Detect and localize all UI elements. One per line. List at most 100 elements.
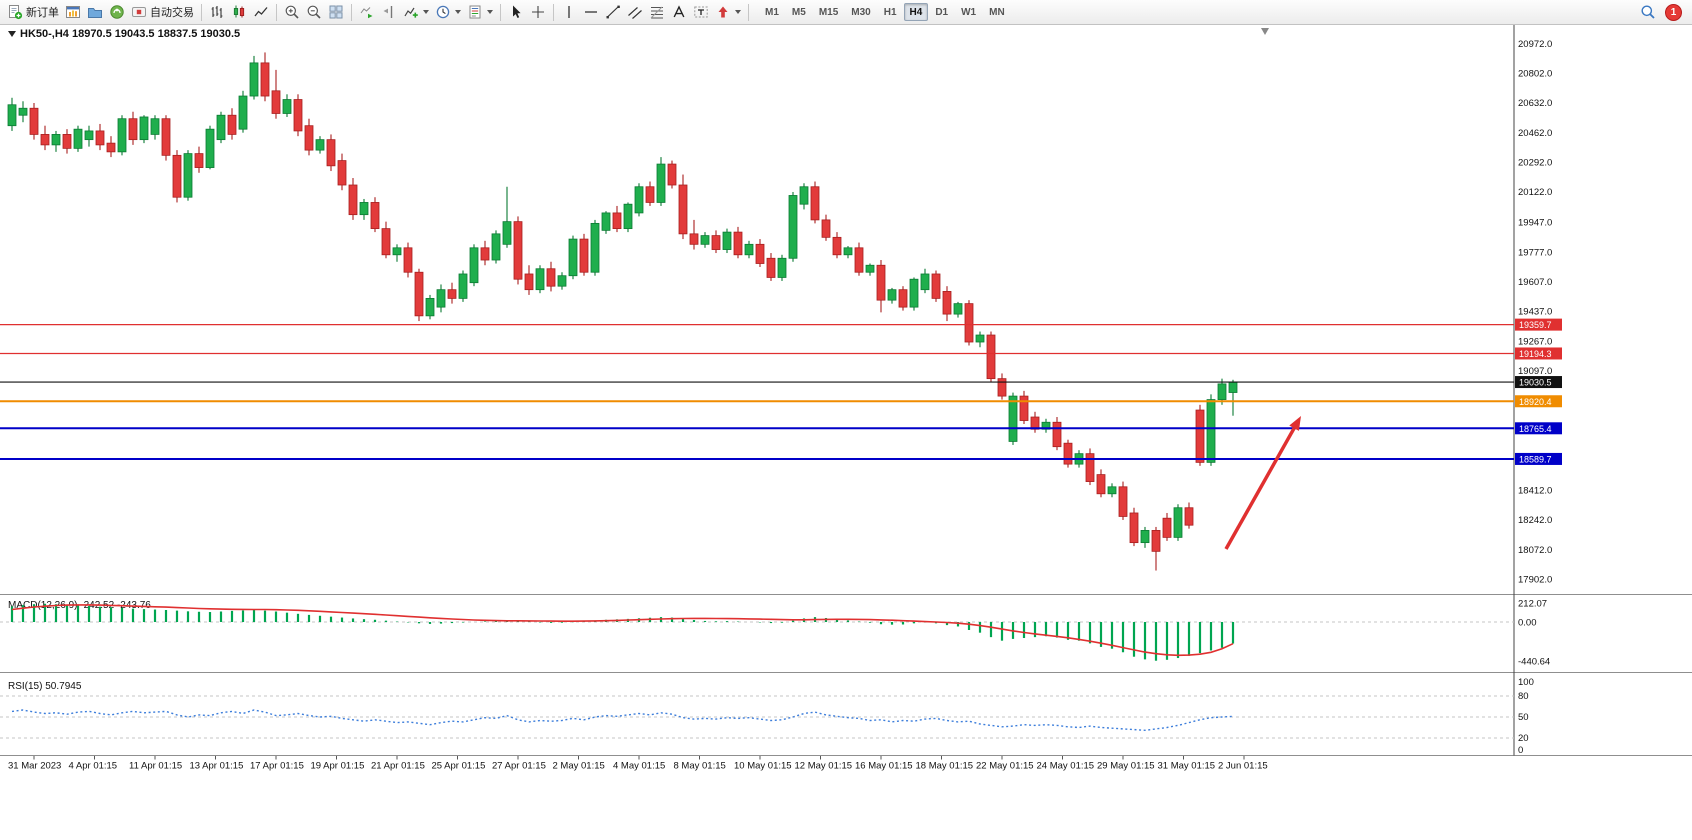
candle-bull bbox=[887, 289, 897, 301]
timeframe-button-m15[interactable]: M15 bbox=[813, 3, 844, 21]
time-tick-label: 10 May 01:15 bbox=[734, 761, 792, 772]
candle-bear bbox=[766, 257, 776, 278]
candle-bear bbox=[711, 235, 721, 250]
candle-bear bbox=[480, 247, 490, 261]
community-button[interactable] bbox=[106, 2, 128, 22]
timeframe-button-h4[interactable]: H4 bbox=[903, 3, 929, 21]
periods-button[interactable] bbox=[432, 2, 464, 22]
zoom-out-icon bbox=[307, 5, 321, 19]
candle-bull bbox=[139, 116, 149, 141]
price-tag-label: 18589.7 bbox=[1519, 454, 1552, 464]
candle-bull bbox=[777, 257, 787, 278]
candle-bull bbox=[722, 231, 732, 250]
time-tick-label: 31 May 01:15 bbox=[1158, 761, 1216, 772]
toolbar-separator bbox=[201, 3, 202, 21]
text-label-tool-button[interactable] bbox=[690, 2, 712, 22]
new-order-label: 新订单 bbox=[26, 7, 59, 19]
timeframe-button-m30[interactable]: M30 bbox=[845, 3, 876, 21]
candle-bull bbox=[788, 195, 798, 259]
candle-bear bbox=[678, 184, 688, 235]
time-tick-label: 12 May 01:15 bbox=[795, 761, 853, 772]
candle-bear bbox=[271, 90, 281, 114]
toolbar-separator bbox=[500, 3, 501, 21]
trend-arrow-head[interactable] bbox=[1289, 416, 1301, 431]
price-tick-label: 18412.0 bbox=[1518, 485, 1552, 496]
line-chart-button[interactable] bbox=[250, 2, 272, 22]
candle-bull bbox=[843, 247, 853, 256]
price-tick-label: 18072.0 bbox=[1518, 545, 1552, 556]
horizontal-line-tool-button[interactable] bbox=[580, 2, 602, 22]
rsi-tick-label: 80 bbox=[1518, 691, 1529, 702]
candle-bear bbox=[381, 228, 391, 256]
cursor-button[interactable] bbox=[505, 2, 527, 22]
candle-bear bbox=[810, 186, 820, 221]
candle-bear bbox=[1085, 453, 1095, 482]
candle-bull bbox=[1140, 530, 1150, 544]
dropdown-arrow-icon bbox=[455, 10, 461, 14]
price-tag-label: 19030.5 bbox=[1519, 378, 1552, 388]
price-tick-label: 19777.0 bbox=[1518, 247, 1552, 258]
candle-bear bbox=[524, 273, 534, 291]
candle-bear bbox=[62, 134, 72, 149]
tile-windows-button[interactable] bbox=[325, 2, 347, 22]
price-tick-label: 19097.0 bbox=[1518, 366, 1552, 377]
bar-chart-button[interactable] bbox=[206, 2, 228, 22]
channel-tool-button[interactable] bbox=[624, 2, 646, 22]
candle-bear bbox=[403, 247, 413, 273]
text-tool-button[interactable] bbox=[668, 2, 690, 22]
timeframe-button-d1[interactable]: D1 bbox=[929, 3, 954, 21]
arrows-tool-button[interactable] bbox=[712, 2, 744, 22]
candle-bull bbox=[183, 153, 193, 198]
toolbar-separator bbox=[748, 3, 749, 21]
candle-bear bbox=[128, 118, 138, 141]
timeframe-button-m5[interactable]: M5 bbox=[786, 3, 812, 21]
indicators-button[interactable] bbox=[400, 2, 432, 22]
time-tick-label: 13 Apr 01:15 bbox=[190, 761, 244, 772]
candle-bull bbox=[491, 233, 501, 261]
profiles-button[interactable] bbox=[84, 2, 106, 22]
candlestick-chart-button[interactable] bbox=[228, 2, 250, 22]
fibonacci-tool-button[interactable] bbox=[646, 2, 668, 22]
price-tag bbox=[1515, 318, 1562, 331]
candle-bear bbox=[689, 233, 699, 245]
timeframe-button-w1[interactable]: W1 bbox=[955, 3, 982, 21]
dropdown-arrow-icon bbox=[487, 10, 493, 14]
auto-scroll-button[interactable] bbox=[356, 2, 378, 22]
time-tick-label: 17 Apr 01:15 bbox=[250, 761, 304, 772]
auto-trading-button[interactable]: 自动交易 bbox=[128, 2, 197, 22]
candle-bear bbox=[513, 221, 523, 280]
zoom-out-button[interactable] bbox=[303, 2, 325, 22]
timeframe-button-h1[interactable]: H1 bbox=[878, 3, 903, 21]
timeframe-button-mn[interactable]: MN bbox=[983, 3, 1011, 21]
crosshair-button[interactable] bbox=[527, 2, 549, 22]
search-button[interactable] bbox=[1637, 2, 1659, 22]
templates-button[interactable] bbox=[464, 2, 496, 22]
zoom-in-button[interactable] bbox=[281, 2, 303, 22]
auto-trading-icon bbox=[132, 7, 146, 17]
candle-bear bbox=[876, 264, 886, 301]
candle-bull bbox=[535, 268, 545, 291]
profiles-folder-icon bbox=[88, 8, 102, 18]
vertical-line-tool-button[interactable] bbox=[558, 2, 580, 22]
new-chart-button[interactable] bbox=[62, 2, 84, 22]
candle-bear bbox=[326, 139, 336, 167]
candle-bull bbox=[799, 186, 809, 205]
notification-badge[interactable]: 1 bbox=[1665, 3, 1682, 21]
trendline-tool-button[interactable] bbox=[602, 2, 624, 22]
new-order-button[interactable]: 新订单 bbox=[4, 2, 62, 22]
text-tool-icon bbox=[673, 5, 685, 18]
price-tick-label: 19267.0 bbox=[1518, 336, 1552, 347]
trend-arrow[interactable] bbox=[1224, 427, 1296, 550]
rsi-line bbox=[11, 709, 1234, 732]
candle-bull bbox=[51, 134, 61, 146]
timeframe-button-m1[interactable]: M1 bbox=[759, 3, 785, 21]
chart-shift-marker[interactable] bbox=[1261, 28, 1269, 35]
candle-bull bbox=[150, 118, 160, 135]
candle-bear bbox=[854, 247, 864, 273]
candle-bear bbox=[348, 184, 358, 216]
chart-shift-button[interactable] bbox=[378, 2, 400, 22]
equidistant-channel-icon bbox=[628, 7, 642, 19]
candle-bull bbox=[315, 139, 325, 151]
symbol-dropdown-icon[interactable] bbox=[8, 31, 16, 37]
